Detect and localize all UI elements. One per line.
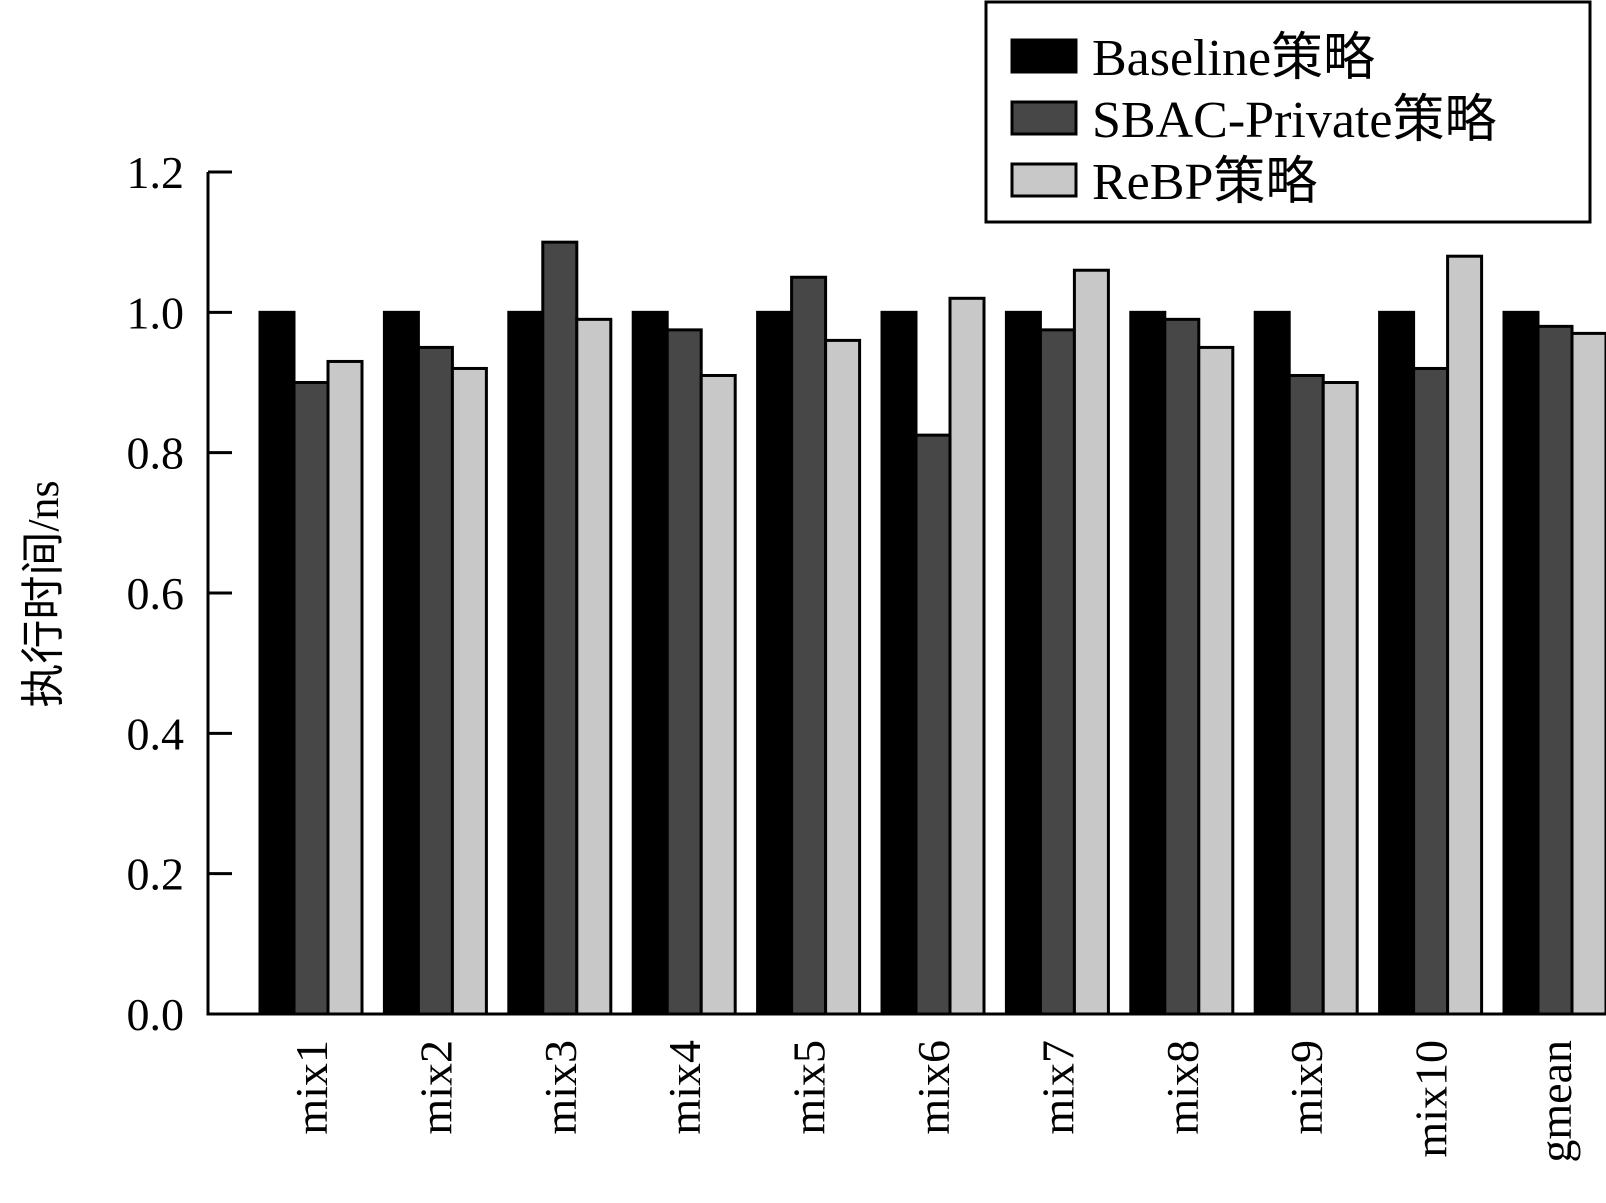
y-tick-label: 0.4 xyxy=(127,708,185,759)
bar-gmean-series-2 xyxy=(1536,324,1574,1016)
bar-mix2-series-2 xyxy=(416,345,454,1016)
x-category-label: mix4 xyxy=(659,1040,710,1135)
bar-mix1-series-1 xyxy=(258,310,296,1016)
bar-mix7-series-2 xyxy=(1038,328,1076,1016)
bar-mix9-series-1 xyxy=(1253,310,1291,1016)
x-category-label: mix10 xyxy=(1406,1040,1457,1158)
bar-mix5-series-2 xyxy=(790,275,828,1016)
x-labels-group: mix1 mix2 mix3 mix4 mix5 mix6 mix7 mix8 mix9 mix1… xyxy=(286,1040,1581,1163)
y-axis-title: 执行时间/ns xyxy=(19,480,68,707)
x-category-label: mix6 xyxy=(908,1040,959,1135)
x-category-label: mix1 xyxy=(286,1040,337,1135)
bar-mix1-series-2 xyxy=(292,381,330,1016)
bar-mix4-series-3 xyxy=(699,373,737,1016)
legend-label-series-1: Baseline策略 xyxy=(1092,30,1375,87)
bar-mix2-series-1 xyxy=(382,310,420,1016)
y-tick-label: 0.0 xyxy=(127,989,185,1040)
y-tick-label: 0.6 xyxy=(127,568,185,619)
y-tick-label: 1.0 xyxy=(127,287,185,338)
legend-box xyxy=(984,0,1592,224)
x-category-label: mix7 xyxy=(1032,1040,1083,1135)
bar-mix6-series-1 xyxy=(880,310,918,1016)
x-category-label: mix3 xyxy=(535,1040,586,1135)
bar-mix10-series-2 xyxy=(1412,366,1450,1016)
x-category-label: gmean xyxy=(1530,1040,1581,1163)
bar-mix9-series-3 xyxy=(1321,381,1359,1016)
bar-mix8-series-2 xyxy=(1163,317,1201,1016)
x-category-label: mix2 xyxy=(410,1040,461,1135)
bar-mix8-series-1 xyxy=(1129,310,1167,1016)
bar-mix10-series-3 xyxy=(1446,254,1484,1016)
bars-group xyxy=(258,240,1606,1016)
legend-label-series-2: SBAC-Private策略 xyxy=(1092,92,1496,149)
bar-gmean-series-1 xyxy=(1502,310,1540,1016)
bar-mix3-series-2 xyxy=(541,240,579,1016)
bar-mix7-series-3 xyxy=(1072,268,1110,1016)
bar-mix8-series-3 xyxy=(1197,345,1235,1016)
bar-mix6-series-3 xyxy=(948,296,986,1016)
legend-swatch-series-2 xyxy=(1010,100,1078,136)
bar-mix4-series-1 xyxy=(631,310,669,1016)
bar-mix1-series-3 xyxy=(326,359,364,1016)
y-tick-label: 0.2 xyxy=(127,849,185,900)
legend-swatch-series-1 xyxy=(1010,38,1078,74)
legend-swatch-series-3 xyxy=(1010,162,1078,198)
x-category-label: mix8 xyxy=(1157,1040,1208,1135)
bar-mix3-series-3 xyxy=(575,317,613,1016)
bar-gmean-series-3 xyxy=(1570,331,1606,1016)
bar-mix7-series-1 xyxy=(1004,310,1042,1016)
y-tick-label: 0.8 xyxy=(127,428,185,479)
x-category-label: mix5 xyxy=(784,1040,835,1135)
bar-mix2-series-3 xyxy=(450,366,488,1016)
bar-mix5-series-1 xyxy=(756,310,794,1016)
bar-mix4-series-2 xyxy=(665,328,703,1016)
bar-mix10-series-1 xyxy=(1378,310,1416,1016)
bar-mix3-series-1 xyxy=(507,310,545,1016)
bar-mix9-series-2 xyxy=(1287,373,1325,1016)
bar-mix6-series-2 xyxy=(914,433,952,1016)
bar-mix5-series-3 xyxy=(824,338,862,1016)
y-tick-label: 1.2 xyxy=(127,147,185,198)
legend-label-series-3: ReBP策略 xyxy=(1092,154,1317,211)
x-category-label: mix9 xyxy=(1281,1040,1332,1135)
y-ticks-group: 0.0 0.2 0.4 0.6 0.8 1.0 1.2 xyxy=(127,147,232,1040)
